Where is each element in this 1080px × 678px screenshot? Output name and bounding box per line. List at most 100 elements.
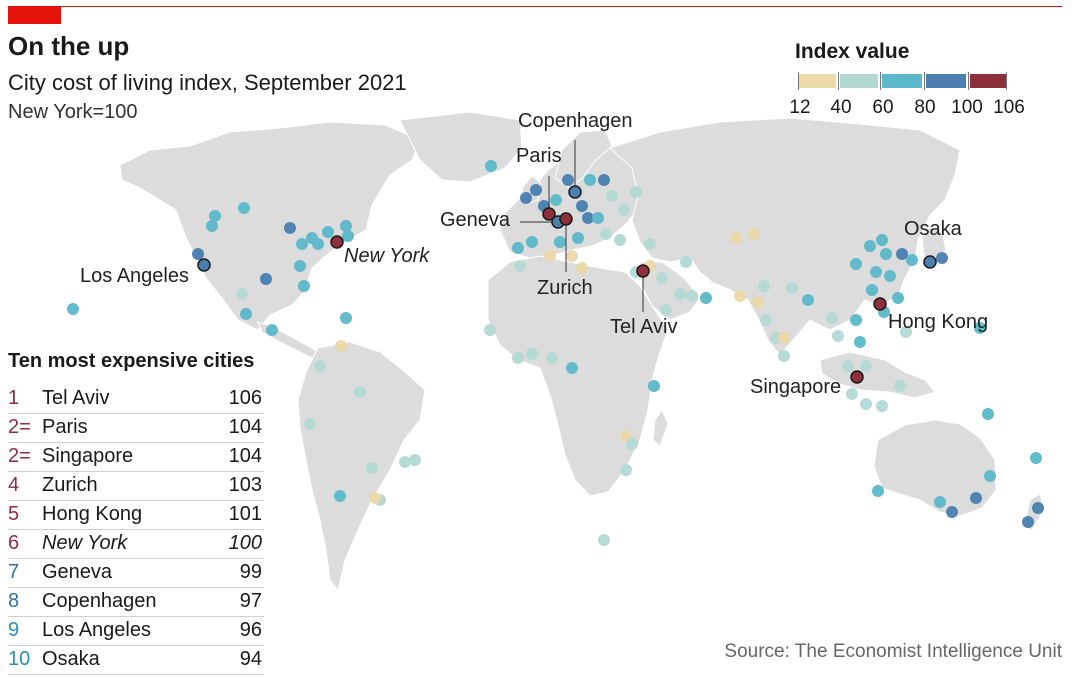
city-dot	[566, 250, 578, 262]
city-dot	[369, 492, 381, 504]
city-dot	[900, 326, 912, 338]
city-dot	[618, 204, 630, 216]
rank-number: 1	[8, 387, 20, 409]
land-australia	[873, 419, 997, 517]
city-dot	[846, 388, 858, 400]
city-dot	[826, 312, 838, 324]
city-dot	[832, 330, 844, 342]
city-dot	[1022, 516, 1034, 528]
city-dot	[572, 232, 584, 244]
city-marker-tel-aviv	[636, 264, 650, 278]
rank-city: Osaka	[42, 648, 100, 670]
city-dot	[592, 212, 604, 224]
city-dot	[209, 210, 221, 222]
legend-label: 80	[914, 97, 936, 118]
city-marker-paris	[542, 207, 556, 221]
city-dot	[334, 490, 346, 502]
legend-swatch-2	[840, 74, 878, 88]
city-dot	[514, 260, 526, 272]
city-dot	[866, 284, 878, 296]
city-dot	[526, 236, 538, 248]
city-dot	[842, 360, 854, 372]
city-dot	[284, 222, 296, 234]
city-dot	[752, 296, 764, 308]
label-osaka: Osaka	[904, 218, 962, 240]
city-dot	[526, 348, 538, 360]
city-dot	[566, 362, 578, 374]
city-dot	[614, 234, 626, 246]
chart-title: On the up	[8, 31, 130, 61]
ranking-row: 10 Osaka 94	[8, 646, 264, 675]
city-dot	[240, 308, 252, 320]
ranking-row: 6 New York 100	[8, 530, 264, 559]
legend-swatch-1	[798, 74, 836, 88]
city-dot	[512, 242, 524, 254]
city-dot	[520, 192, 532, 204]
top-rule	[8, 6, 1062, 7]
city-dot	[620, 464, 632, 476]
city-dot	[1030, 452, 1042, 464]
city-dot	[660, 304, 672, 316]
rank-city: New York	[42, 532, 128, 554]
city-marker-osaka	[923, 255, 937, 269]
city-dot	[562, 174, 574, 186]
ranking-row: 5 Hong Kong 101	[8, 501, 264, 530]
city-dot	[802, 294, 814, 306]
city-dot	[335, 340, 347, 352]
city-dot	[304, 418, 316, 430]
legend-tick	[924, 72, 925, 90]
city-dot	[876, 400, 888, 412]
legend-tick	[838, 72, 839, 90]
rank-city: Tel Aviv	[42, 387, 110, 409]
land-south-america	[297, 341, 426, 592]
rank-value: 101	[228, 503, 262, 525]
land-arabia	[639, 261, 701, 321]
city-dot	[974, 322, 986, 334]
city-dot	[644, 238, 656, 250]
city-marker-singapore	[850, 370, 864, 384]
city-dot	[296, 238, 308, 250]
legend-label: 12	[789, 97, 811, 118]
source-note: Source: The Economist Intelligence Unit	[724, 641, 1062, 662]
ranking-row: 2= Singapore 104	[8, 443, 264, 472]
city-dot	[322, 226, 334, 238]
city-dot	[730, 232, 742, 244]
rank-value: 94	[239, 648, 262, 670]
city-dot	[409, 454, 421, 466]
city-dot	[786, 282, 798, 294]
legend-label: 40	[830, 97, 852, 118]
city-dot	[260, 273, 272, 285]
legend-tick	[798, 72, 799, 90]
legend-tick	[1006, 72, 1007, 90]
rank-number: 7	[8, 561, 20, 583]
city-dot	[67, 303, 79, 315]
label-paris: Paris	[516, 145, 562, 167]
city-dot	[314, 360, 326, 372]
ranking-row: 2= Paris 104	[8, 414, 264, 443]
city-dot	[399, 456, 411, 468]
label-geneva: Geneva	[440, 209, 511, 231]
city-dot	[600, 228, 612, 240]
city-dot	[340, 220, 352, 232]
ranking-row: 1 Tel Aviv 106	[8, 385, 264, 414]
city-dot	[626, 438, 638, 450]
rank-city: Zurich	[42, 474, 98, 496]
city-dot	[576, 200, 588, 212]
city-dot	[484, 324, 496, 336]
city-dot	[238, 202, 250, 214]
city-dot	[892, 292, 904, 304]
city-dot	[550, 194, 562, 206]
city-dot	[896, 248, 908, 260]
chart-subtitle: City cost of living index, September 202…	[8, 70, 407, 95]
label-los-angeles: Los Angeles	[80, 265, 189, 287]
city-dot	[366, 462, 378, 474]
city-dot	[936, 252, 948, 264]
city-dot	[778, 350, 790, 362]
city-dot	[970, 492, 982, 504]
city-dot	[778, 332, 790, 344]
city-dot	[700, 292, 712, 304]
city-dot	[206, 220, 218, 232]
city-dot	[680, 256, 692, 268]
city-dot	[298, 280, 310, 292]
